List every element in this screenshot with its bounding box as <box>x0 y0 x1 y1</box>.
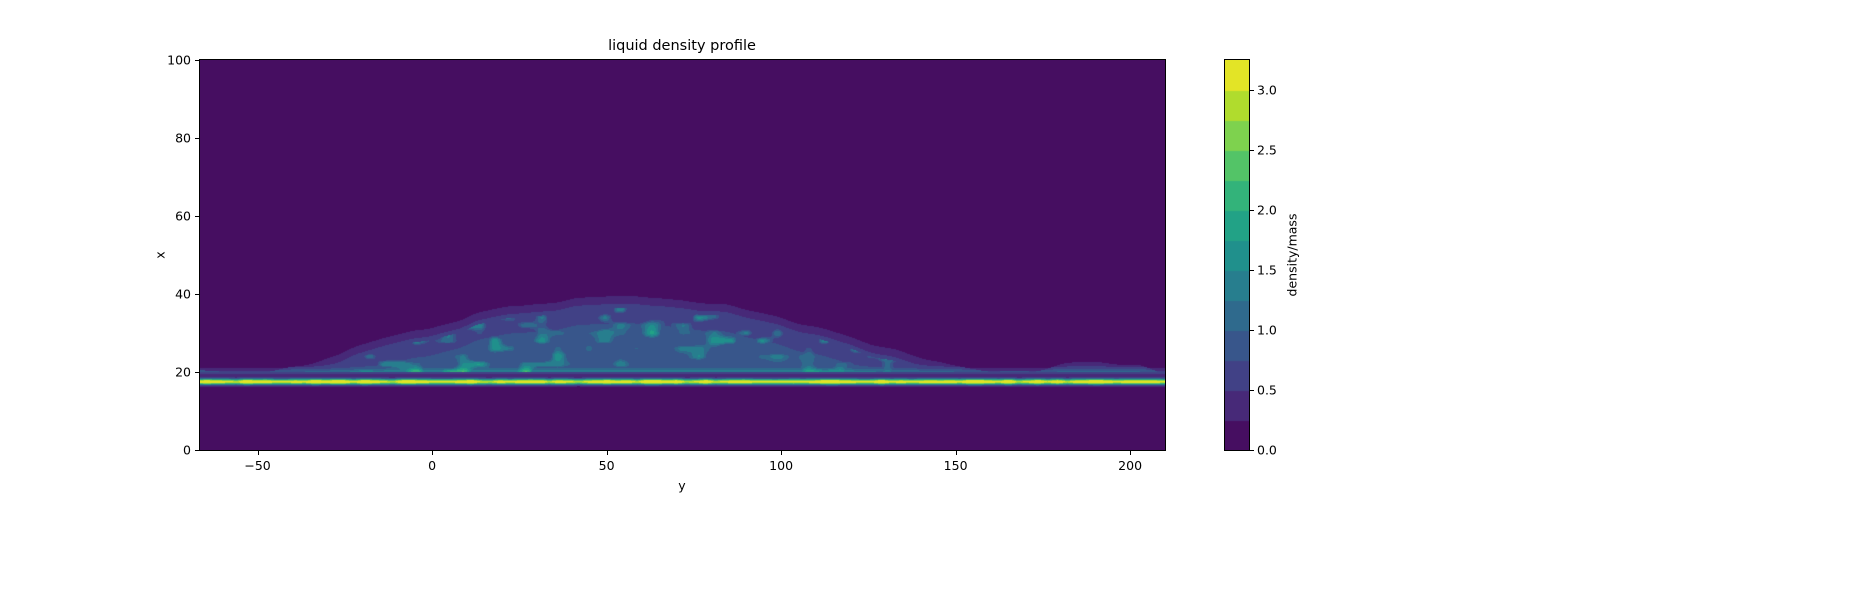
y-tick-label: 60 <box>175 208 191 224</box>
y-tick-label: 20 <box>175 364 191 380</box>
colorbar-tick-label: 0.0 <box>1257 442 1277 458</box>
colorbar-tick-mark <box>1250 150 1254 151</box>
y-tick-mark <box>195 450 199 451</box>
chart-title: liquid density profile <box>608 38 756 54</box>
y-tick-mark <box>195 138 199 139</box>
x-tick-label: −50 <box>244 458 271 473</box>
colorbar-tick-mark <box>1250 210 1254 211</box>
y-axis-label: x <box>152 251 168 259</box>
colorbar-tick-mark <box>1250 90 1254 91</box>
x-tick-label: 50 <box>598 458 615 473</box>
colorbar-tick-label: 1.0 <box>1257 322 1277 338</box>
y-tick-label: 40 <box>175 286 191 302</box>
x-tick-mark <box>1130 451 1132 455</box>
colorbar-canvas <box>1224 59 1250 451</box>
colorbar-tick-mark <box>1250 450 1254 451</box>
x-tick-label: 200 <box>1118 458 1143 473</box>
colorbar-label: density/mass <box>1284 213 1300 297</box>
x-tick-label: 0 <box>428 458 437 473</box>
x-tick-mark <box>257 451 259 455</box>
colorbar-tick-label: 1.5 <box>1257 262 1277 278</box>
y-tick-label: 0 <box>183 442 191 458</box>
colorbar-tick-mark <box>1250 270 1254 271</box>
x-tick-mark <box>781 451 783 455</box>
x-axis-label: y <box>678 478 686 493</box>
colorbar-tick-mark <box>1250 390 1254 391</box>
y-tick-label: 80 <box>175 130 191 146</box>
colorbar-tick-label: 3.0 <box>1257 82 1277 98</box>
colorbar-tick-label: 2.0 <box>1257 202 1277 218</box>
colorbar-tick-mark <box>1250 330 1254 331</box>
x-tick-label: 100 <box>769 458 794 473</box>
colorbar-tick-label: 2.5 <box>1257 142 1277 158</box>
y-tick-mark <box>195 372 199 373</box>
heatmap-canvas <box>199 59 1166 451</box>
x-tick-label: 150 <box>943 458 968 473</box>
x-tick-mark <box>432 451 434 455</box>
y-tick-label: 100 <box>167 52 191 68</box>
y-tick-mark <box>195 294 199 295</box>
x-tick-mark <box>955 451 957 455</box>
y-tick-mark <box>195 60 199 61</box>
y-tick-mark <box>195 216 199 217</box>
x-tick-mark <box>606 451 608 455</box>
colorbar-tick-label: 0.5 <box>1257 382 1277 398</box>
